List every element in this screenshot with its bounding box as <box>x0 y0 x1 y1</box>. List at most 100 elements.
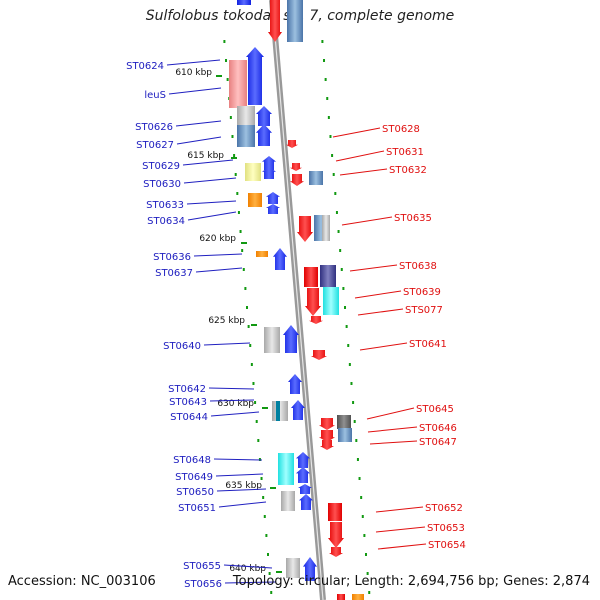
gene-arrow-forward <box>273 248 287 270</box>
tick-dot-left <box>247 325 250 328</box>
gene-leader-line <box>176 136 222 145</box>
gene-leader-line <box>166 59 221 66</box>
gene-leader-line <box>341 216 393 226</box>
tick-dot-left <box>265 534 268 537</box>
tick-dot-left <box>262 496 265 499</box>
gene-label-left: ST0642 <box>168 384 206 395</box>
gene-arrow-forward <box>288 374 302 394</box>
gene-leader-line <box>224 581 277 584</box>
gene-arrow-forward <box>246 47 264 105</box>
kbp-tick-mark <box>216 75 222 77</box>
tick-dot-right <box>356 458 359 461</box>
gene-label-left: ST0649 <box>175 472 213 483</box>
gene-label-right: ST0631 <box>386 147 424 158</box>
gene-arrow-forward <box>262 156 276 170</box>
gene-feature <box>322 215 330 241</box>
gene-leader-line <box>375 506 424 513</box>
gene-feature <box>287 0 303 42</box>
gene-leader-line <box>377 543 427 550</box>
gene-label-left: ST0648 <box>173 455 211 466</box>
tick-dot-right <box>360 496 363 499</box>
tick-dot-right <box>337 230 340 233</box>
tick-dot-right <box>339 249 342 252</box>
gene-arrow-reverse <box>309 316 323 324</box>
gene-arrow-reverse <box>290 174 304 186</box>
gene-leader-line <box>366 407 415 420</box>
gene-leader-line <box>359 342 408 351</box>
kbp-tick-label: 620 kbp <box>199 234 236 244</box>
gene-arrow-reverse <box>305 288 321 316</box>
tick-dot-right <box>366 572 369 575</box>
tick-dot-right <box>350 382 353 385</box>
genome-backbone-highlight <box>271 0 324 600</box>
gene-leader-line <box>186 200 237 205</box>
tick-dot-right <box>352 401 355 404</box>
gene-leader-line <box>354 290 402 299</box>
kbp-tick-mark <box>231 157 237 159</box>
tick-dot-right <box>335 211 338 214</box>
gene-label-right: ST0638 <box>399 261 437 272</box>
gene-feature <box>237 0 251 5</box>
gene-label-right: ST0653 <box>427 523 465 534</box>
gene-arrow-forward <box>256 106 272 126</box>
tick-dot-right <box>329 135 332 138</box>
gene-label-left: leuS <box>144 90 166 101</box>
gene-arrow-reverse <box>319 418 335 430</box>
genome-summary-label: Topology: circular; Length: 2,694,756 bp… <box>232 574 590 589</box>
gene-label-left: ST0630 <box>143 179 181 190</box>
gene-feature <box>248 193 262 207</box>
gene-feature <box>352 594 364 600</box>
gene-leader-line <box>223 564 273 569</box>
gene-leader-line <box>349 264 398 272</box>
kbp-tick-label: 610 kbp <box>175 68 212 78</box>
gene-label-left: ST0627 <box>136 140 174 151</box>
tick-dot-right <box>331 154 334 157</box>
tick-dot-left <box>236 192 239 195</box>
gene-arrow-forward <box>303 557 317 581</box>
tick-dot-right <box>326 97 329 100</box>
gene-arrow-reverse <box>297 216 313 242</box>
tick-dot-left <box>223 40 226 43</box>
gene-label-right: ST0647 <box>419 437 457 448</box>
tick-dot-left <box>263 515 266 518</box>
tick-dot-left <box>255 420 258 423</box>
tick-dot-left <box>231 135 234 138</box>
gene-label-left: ST0626 <box>135 122 173 133</box>
gene-feature <box>237 106 255 126</box>
gene-label-left: ST0636 <box>153 252 191 263</box>
tick-dot-right <box>348 363 351 366</box>
tick-dot-left <box>250 363 253 366</box>
tick-dot-left <box>244 287 247 290</box>
tick-dot-right <box>345 325 348 328</box>
gene-arrow-reverse <box>328 522 344 548</box>
gene-leader-line <box>375 526 426 533</box>
tick-dot-left <box>252 382 255 385</box>
kbp-tick-label: 640 kbp <box>229 564 266 574</box>
tick-dot-left <box>225 59 228 62</box>
gene-leader-line <box>193 253 243 257</box>
tick-dot-left <box>234 173 237 176</box>
gene-feature <box>286 558 300 578</box>
gene-label-right: ST0646 <box>419 423 457 434</box>
gene-leader-line <box>195 267 243 273</box>
gene-label-right: ST0639 <box>403 287 441 298</box>
gene-leader-line <box>182 159 234 166</box>
tick-dot-right <box>353 420 356 423</box>
accession-label: Accession: NC_003106 <box>8 574 156 589</box>
gene-feature <box>323 287 339 315</box>
tick-dot-right <box>327 116 330 119</box>
gene-leader-line <box>208 387 255 390</box>
tick-dot-left <box>267 553 270 556</box>
tick-dot-right <box>361 515 364 518</box>
gene-label-right: ST0654 <box>428 540 466 551</box>
kbp-tick-label: 635 kbp <box>225 481 262 491</box>
kbp-tick-label: 630 kbp <box>217 399 254 409</box>
gene-label-right: ST0641 <box>409 339 447 350</box>
gene-feature <box>245 163 261 181</box>
gene-arrow-reverse <box>268 0 282 42</box>
gene-label-left: ST0643 <box>169 397 207 408</box>
gene-leader-line <box>369 440 418 445</box>
tick-dot-left <box>229 116 232 119</box>
gene-leader-line <box>367 426 418 433</box>
